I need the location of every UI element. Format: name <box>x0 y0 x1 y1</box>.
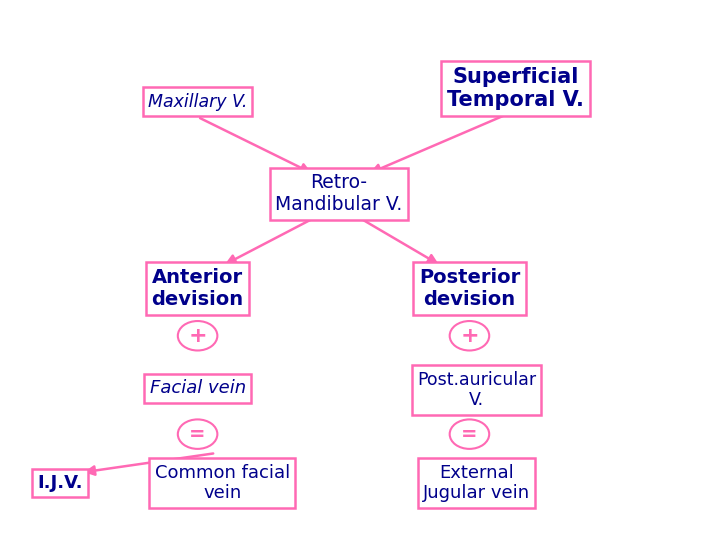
Text: Maxillary V.: Maxillary V. <box>148 93 247 111</box>
Text: Facial vein: Facial vein <box>150 380 246 397</box>
Text: Retro-
Mandibular V.: Retro- Mandibular V. <box>275 173 402 214</box>
Text: Post.auricular
V.: Post.auricular V. <box>417 370 536 409</box>
Text: I.J.V.: I.J.V. <box>37 474 83 492</box>
Text: Anterior
devision: Anterior devision <box>151 268 243 309</box>
Text: Common facial
vein: Common facial vein <box>155 464 290 503</box>
Text: =: = <box>189 424 206 444</box>
Text: External
Jugular vein: External Jugular vein <box>423 464 530 503</box>
Text: +: + <box>460 326 479 346</box>
Text: Posterior
devision: Posterior devision <box>419 268 520 309</box>
Text: Superficial
Temporal V.: Superficial Temporal V. <box>447 67 584 110</box>
Text: =: = <box>462 424 477 444</box>
Text: +: + <box>189 326 207 346</box>
